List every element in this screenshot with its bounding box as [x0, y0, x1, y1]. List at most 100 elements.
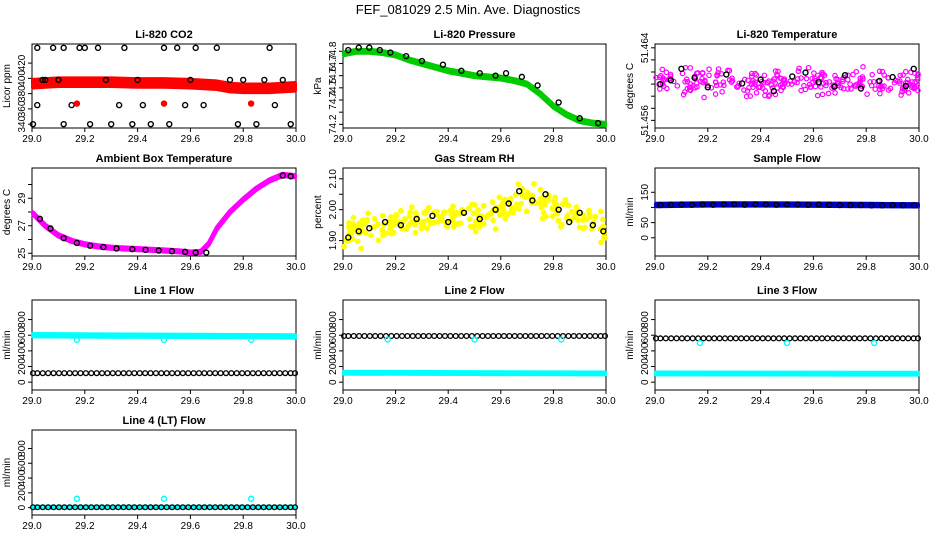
data-point [792, 335, 799, 342]
data-point [393, 213, 400, 219]
data-point [857, 85, 865, 92]
y-tick-label: 25 [17, 247, 28, 259]
data-point [883, 335, 890, 342]
data-point [402, 216, 408, 222]
series-black-open [657, 201, 917, 209]
data-point [436, 332, 443, 340]
data-point [350, 214, 357, 221]
data-point [355, 44, 362, 51]
data-point [55, 76, 62, 84]
x-tick-label: 29.0 [22, 134, 42, 145]
data-point [914, 335, 922, 342]
x-tick-label: 29.2 [698, 262, 718, 273]
data-point [291, 504, 299, 511]
x-tick-label: 29.8 [233, 134, 253, 145]
data-point [664, 85, 670, 92]
series-cyan-open [73, 336, 255, 344]
data-point [681, 89, 688, 95]
data-point [60, 44, 67, 52]
x-tick-label: 29.0 [645, 262, 665, 273]
data-point [413, 215, 420, 223]
x-tick-label: 29.0 [645, 396, 665, 407]
data-point [598, 239, 605, 246]
data-band [31, 332, 297, 340]
x-tick-label: 30.0 [286, 262, 306, 273]
data-point [796, 65, 802, 72]
data-point [857, 78, 864, 84]
data-point [794, 76, 801, 82]
data-point [49, 44, 57, 52]
y-axis-label: degrees C [2, 189, 13, 235]
data-point [418, 225, 425, 232]
data-point [453, 212, 459, 218]
data-point [282, 370, 289, 377]
y-tick-label: 420 [17, 54, 28, 71]
data-point [841, 71, 849, 79]
data-point [808, 335, 815, 342]
data-point [523, 194, 529, 201]
data-point [512, 192, 519, 198]
data-point [815, 201, 822, 208]
x-tick-label: 29.2 [75, 521, 95, 532]
data-point [266, 370, 273, 377]
data-point [850, 71, 856, 78]
data-point [160, 100, 168, 107]
data-point [291, 370, 299, 377]
x-tick-label: 30.0 [596, 396, 616, 407]
y-tick-label: 600 [328, 326, 339, 343]
series-black-open_dense [29, 370, 299, 377]
data-point [748, 335, 756, 342]
y-tick-label: 0 [17, 504, 28, 510]
x-tick-label: 29.4 [128, 396, 148, 407]
data-point [779, 83, 786, 90]
data-point [700, 335, 707, 342]
data-point [376, 46, 384, 54]
data-point [100, 243, 107, 251]
data-point [689, 335, 696, 342]
data-point [47, 225, 54, 232]
data-point [412, 222, 419, 228]
data-point [261, 76, 268, 84]
data-point [518, 200, 525, 207]
data-point [769, 85, 776, 91]
data-point [657, 86, 663, 92]
data-point [158, 370, 165, 377]
data-point [366, 225, 373, 232]
data-point [354, 238, 361, 245]
x-tick-label: 29.0 [333, 396, 353, 407]
data-point [98, 370, 106, 377]
series-cyan-open [696, 339, 878, 347]
y-tick-label: 200 [328, 358, 339, 375]
data-point [678, 201, 685, 208]
data-point [489, 199, 496, 205]
data-point [475, 207, 482, 213]
data-point [129, 245, 136, 253]
data-point [418, 57, 426, 65]
data-point [686, 84, 693, 91]
data-point [803, 75, 810, 82]
series-green-band [342, 47, 607, 128]
plot-frame [654, 167, 920, 257]
data-point [565, 218, 573, 226]
data-point [60, 234, 67, 242]
data-point [512, 205, 518, 212]
x-tick-label: 29.2 [698, 396, 718, 407]
data-point [832, 72, 838, 79]
data-point [694, 84, 700, 90]
data-point [421, 210, 427, 216]
data-point [743, 335, 750, 342]
data-point [534, 82, 541, 89]
data-point [379, 212, 386, 219]
y-tick-label: 340 [17, 115, 28, 132]
x-tick-label: 29.4 [438, 396, 458, 407]
data-point [549, 205, 556, 212]
x-tick-label: 30.0 [909, 396, 929, 407]
data-point [835, 80, 842, 86]
data-point [181, 248, 189, 256]
panel-1: Li-820 CO2 29.0 29.2 29.4 29.6 29.8 30.0 340360… [2, 29, 306, 145]
data-point [765, 335, 772, 342]
data-point [469, 201, 476, 208]
y-tick-label: 600 [17, 326, 28, 343]
data-point [712, 91, 719, 97]
data-point [845, 72, 851, 79]
